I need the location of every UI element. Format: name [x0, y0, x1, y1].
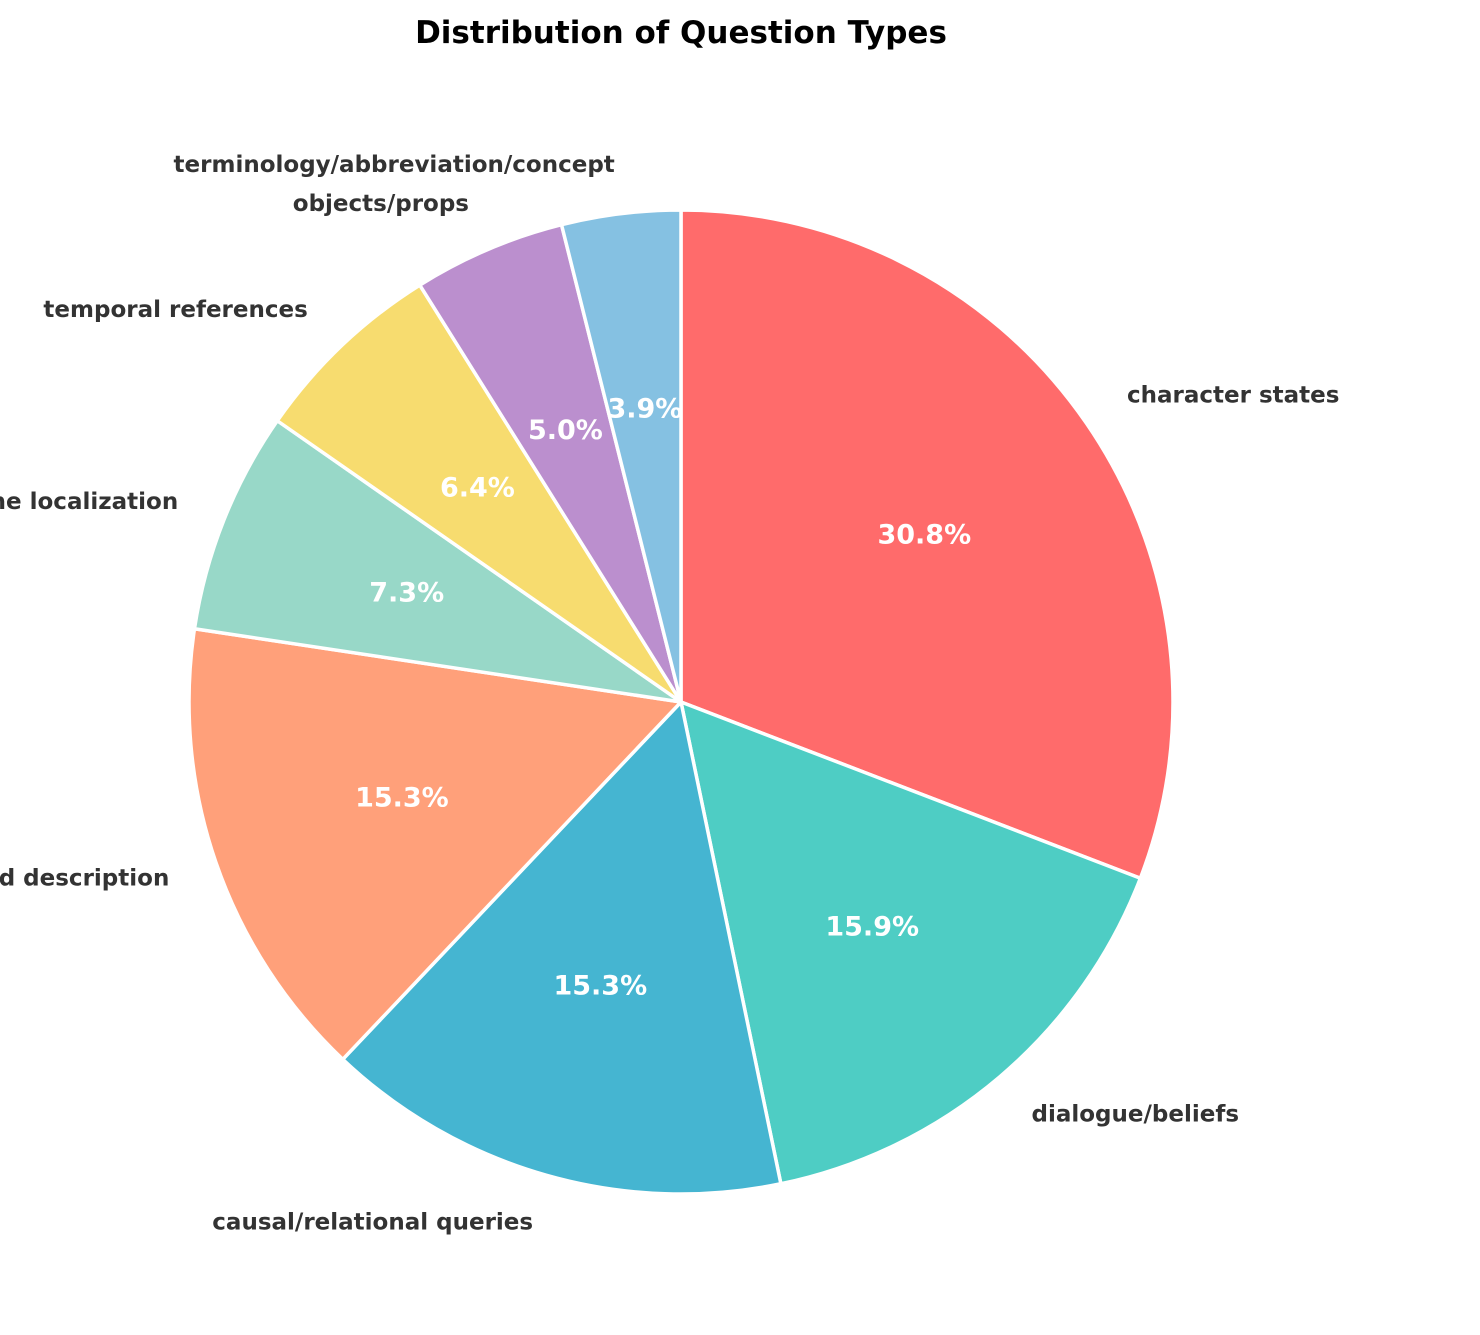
- percentage-labels: 30.8% 15.9% 15.3% 15.3% 7.3% 6.4% 5.0%3.9%: [355, 394, 971, 1002]
- pct-label-detailed-description: 15.3%: [355, 783, 449, 814]
- pct-label-character-states: 30.8%: [877, 519, 971, 550]
- slice-label-character-states: character states: [1127, 382, 1339, 408]
- slice-label-dialogue-beliefs: dialogue/beliefs: [1032, 1101, 1240, 1127]
- slice-label-temporal-references: temporal references: [43, 297, 307, 323]
- pie-slice-detailed-description: [187, 627, 683, 1062]
- pie-slice-temporal-references: [275, 283, 683, 704]
- slice-labels: character states dialogue/beliefs causal/r…: [0, 152, 1339, 1236]
- slice-label-objects-props: objects/props: [293, 191, 469, 217]
- pie-slices: [187, 208, 1175, 1196]
- slice-label-causal-relational-queries: causal/relational queries: [212, 1210, 533, 1236]
- chart-title: Distribution of Question Types: [415, 15, 947, 51]
- slice-label-scene-localization: scene localization: [0, 489, 178, 515]
- pct-label-objects-props: 5.0%: [528, 415, 603, 446]
- pct-label-scene-localization: 7.3%: [369, 577, 444, 608]
- pie-slice-character-states: [679, 208, 1175, 880]
- pct-label-terminology-abbreviation-concept: 3.9%: [607, 394, 682, 425]
- pct-label-temporal-references: 6.4%: [440, 473, 515, 504]
- pie-slice-scene-localization: [192, 419, 683, 704]
- pie-slice-dialogue-beliefs: [679, 700, 1143, 1186]
- slice-label-terminology-abbreviation-concept: terminology/abbreviation/concept: [174, 152, 615, 178]
- slice-label-detailed-description: detailed description: [0, 865, 169, 891]
- pie-slice-objects-props: [418, 222, 683, 704]
- pct-label-dialogue-beliefs: 15.9%: [825, 911, 919, 942]
- pct-label-causal-relational-queries: 15.3%: [553, 971, 647, 1002]
- pie-slice-causal-relational-queries: [341, 700, 783, 1196]
- pie-slice-terminology-abbreviation-concept: [559, 208, 683, 704]
